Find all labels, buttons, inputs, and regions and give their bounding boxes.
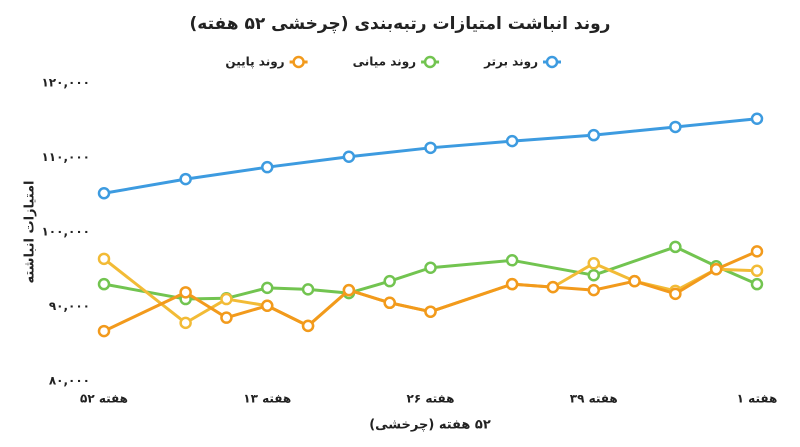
x-axis-title: ۵۲ هفته (چرخشی) bbox=[369, 418, 491, 433]
legend-label: روند میانی bbox=[353, 55, 417, 70]
point bbox=[750, 245, 764, 258]
point bbox=[587, 128, 600, 142]
point bbox=[301, 283, 315, 296]
y-tick-label: ۱۱۰,۰۰۰ bbox=[41, 150, 90, 164]
y-axis-title: امتیازات انباشته bbox=[23, 180, 38, 283]
point bbox=[424, 305, 437, 318]
point bbox=[261, 281, 274, 295]
point bbox=[587, 257, 600, 270]
y-tick-label: ۹۰,۰۰۰ bbox=[49, 299, 90, 313]
x-tick-label: هفته ۲۶ bbox=[407, 392, 455, 406]
point bbox=[97, 324, 111, 338]
legend-label: روند پایین bbox=[225, 55, 284, 70]
legend-marker bbox=[545, 55, 559, 69]
point bbox=[97, 252, 111, 266]
point bbox=[179, 172, 192, 186]
point bbox=[709, 263, 723, 276]
point bbox=[750, 112, 764, 126]
point bbox=[669, 120, 682, 134]
point bbox=[505, 134, 519, 148]
point bbox=[424, 261, 437, 275]
series-line bbox=[103, 117, 758, 195]
point bbox=[97, 187, 111, 200]
point bbox=[750, 277, 764, 291]
y-tick-label: ۱۰۰,۰۰۰ bbox=[41, 225, 90, 239]
point bbox=[669, 240, 682, 254]
point bbox=[301, 319, 315, 333]
point bbox=[505, 277, 519, 291]
point bbox=[383, 296, 396, 310]
point bbox=[342, 150, 356, 164]
point bbox=[261, 299, 274, 313]
chart-title: روند انباشت امتیازات رتبه‌بندی (چرخشی ۵۲… bbox=[190, 14, 611, 34]
point bbox=[750, 264, 764, 277]
point bbox=[179, 286, 192, 299]
point bbox=[587, 268, 600, 282]
point bbox=[424, 141, 437, 155]
point bbox=[220, 292, 233, 306]
y-tick-label: ۸۰,۰۰۰ bbox=[49, 374, 90, 388]
x-tick-label: هفته ۵۲ bbox=[80, 392, 128, 406]
x-tick-label: هفته ۱ bbox=[737, 392, 778, 406]
point bbox=[669, 287, 682, 301]
point bbox=[342, 283, 356, 297]
point bbox=[546, 280, 560, 294]
point bbox=[587, 283, 600, 297]
legend-label: روند برتر bbox=[483, 55, 538, 70]
point bbox=[628, 274, 641, 288]
y-tick-label: ۱۲۰,۰۰۰ bbox=[41, 76, 90, 90]
x-tick-label: هفته ۱۳ bbox=[243, 392, 291, 406]
point bbox=[383, 274, 396, 288]
point bbox=[220, 311, 233, 324]
point bbox=[261, 160, 274, 174]
point bbox=[179, 316, 192, 330]
x-tick-label: هفته ۳۹ bbox=[570, 392, 618, 406]
legend-marker bbox=[292, 55, 305, 69]
legend-marker bbox=[423, 55, 437, 69]
point bbox=[505, 254, 519, 267]
point bbox=[97, 277, 111, 291]
